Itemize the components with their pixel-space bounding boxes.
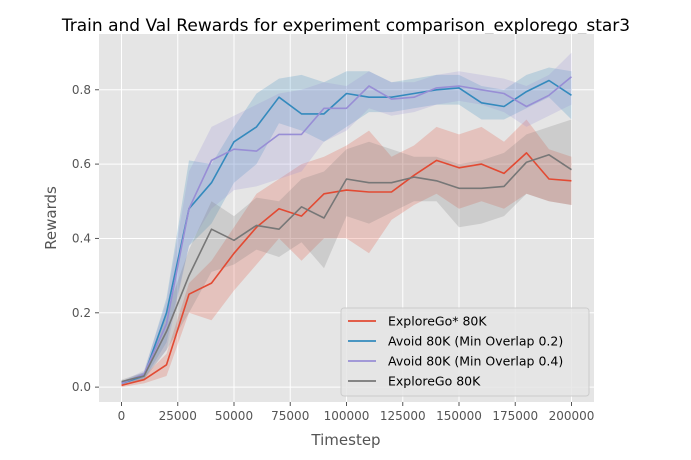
confidence-bands <box>121 52 572 388</box>
y-axis-label: Rewards <box>42 186 60 250</box>
legend-label-explorego-80k: ExploreGo 80K <box>388 374 481 389</box>
y-tick-label: 0.4 <box>72 231 91 245</box>
band-avoid-80k-min-overlap-0-2 <box>121 67 572 386</box>
y-tick-label: 0.2 <box>72 306 91 320</box>
x-tick-label: 175000 <box>492 409 538 423</box>
chart-title: Train and Val Rewards for experiment com… <box>61 16 630 36</box>
x-tick-label: 200000 <box>549 409 595 423</box>
legend-box <box>340 307 590 397</box>
y-tick-label: 0.8 <box>72 83 91 97</box>
band-explorego-80k <box>121 119 572 388</box>
series-lines <box>121 76 573 387</box>
y-tick-label: 0.0 <box>72 380 91 394</box>
series-line-avoid-80k-min-overlap-0-2 <box>121 79 572 385</box>
legend-label-avoid-80k-min-overlap-0-2: Avoid 80K (Min Overlap 0.2) <box>388 334 563 349</box>
legend-label-explorego-80k: ExploreGo* 80K <box>388 314 487 329</box>
x-axis-ticks: 0 25000 50000 75000 100000 125000 150000 175000… <box>118 402 595 423</box>
x-tick-label: 125000 <box>380 409 426 423</box>
band-explorego-80k <box>121 119 572 384</box>
y-axis-ticks: 0.0 0.2 0.4 0.6 0.8 <box>72 83 99 394</box>
band-avoid-80k-min-overlap-0-4 <box>121 52 572 386</box>
legend: ExploreGo* 80K Avoid 80K (Min Overlap 0.2… <box>340 307 590 397</box>
x-tick-label: 50000 <box>215 409 253 423</box>
series-line-avoid-80k-min-overlap-0-4 <box>121 76 573 385</box>
y-tick-label: 0.6 <box>72 157 91 171</box>
x-tick-label: 150000 <box>436 409 482 423</box>
x-axis-label: Timestep <box>310 431 380 449</box>
x-tick-label: 0 <box>118 409 126 423</box>
x-tick-label: 100000 <box>324 409 370 423</box>
series-line-explorego-80k <box>121 154 572 383</box>
legend-label-avoid-80k-min-overlap-0-4: Avoid 80K (Min Overlap 0.4) <box>388 354 563 369</box>
x-tick-label: 75000 <box>271 409 309 423</box>
series-line-explorego-80k <box>121 152 572 387</box>
x-tick-label: 25000 <box>159 409 197 423</box>
